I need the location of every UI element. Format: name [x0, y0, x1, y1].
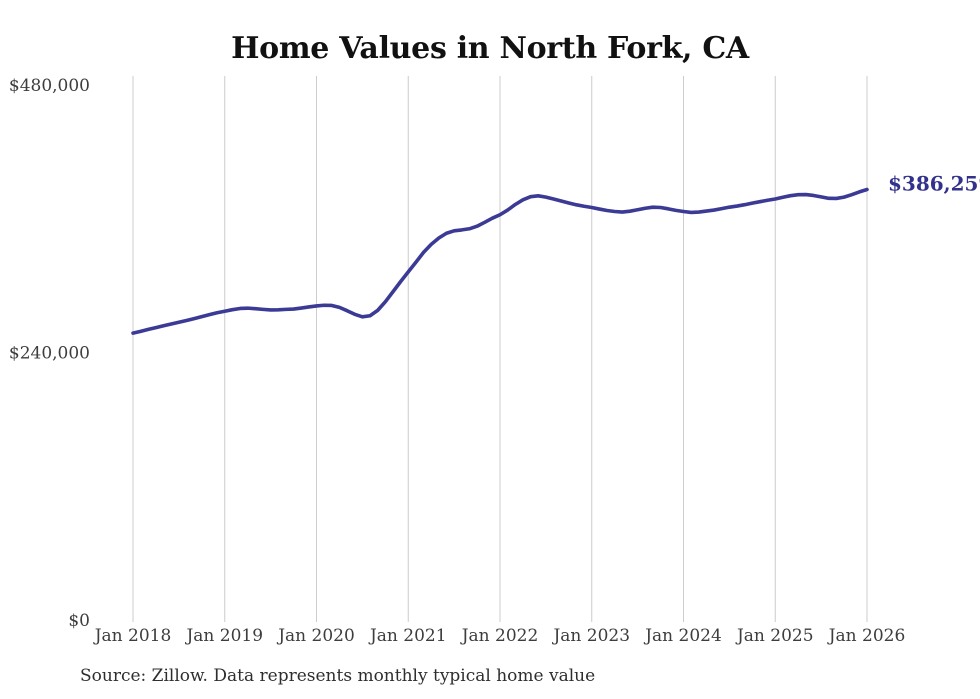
y-axis-label: $0 — [68, 611, 90, 631]
chart-title: Home Values in North Fork, CA — [231, 31, 749, 66]
x-axis-label: Jan 2026 — [827, 626, 906, 646]
x-axis-label: Jan 2024 — [643, 626, 722, 646]
x-axis-label: Jan 2018 — [93, 626, 172, 646]
source-note: Source: Zillow. Data represents monthly … — [80, 666, 596, 686]
x-axis-label: Jan 2023 — [551, 626, 630, 646]
x-axis-label: Jan 2021 — [368, 626, 447, 646]
x-axis-label: Jan 2019 — [184, 626, 263, 646]
x-axis-label: Jan 2025 — [735, 626, 814, 646]
x-axis-label: Jan 2022 — [460, 626, 539, 646]
y-axis-label: $480,000 — [9, 76, 90, 96]
x-axis-label: Jan 2020 — [276, 626, 355, 646]
home-value-line — [131, 187, 869, 335]
y-axis-label: $240,000 — [9, 344, 90, 364]
end-value-label: $386,259 — [888, 171, 980, 195]
